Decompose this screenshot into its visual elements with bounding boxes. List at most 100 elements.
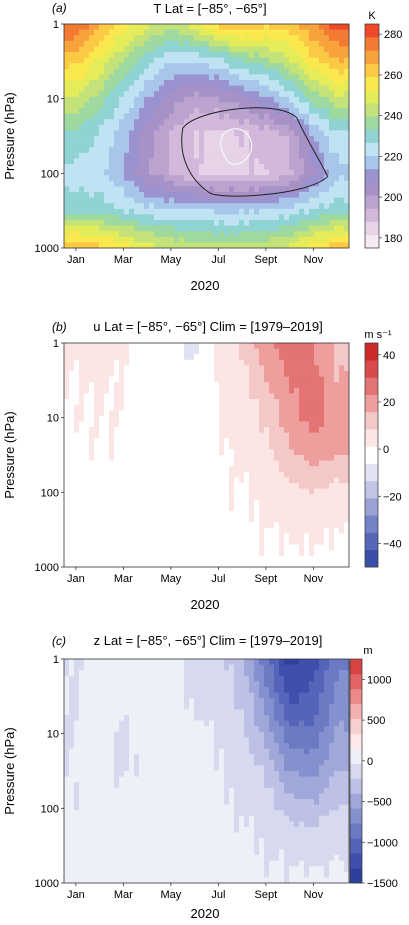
heatmap-cell — [84, 488, 90, 495]
heatmap-cell — [69, 46, 75, 53]
heatmap-cell — [189, 242, 195, 249]
heatmap-cell — [144, 186, 150, 193]
heatmap-cell — [314, 119, 320, 126]
heatmap-cell — [104, 483, 110, 489]
heatmap-cell — [319, 359, 325, 366]
heatmap-cell — [69, 561, 75, 568]
heatmap-cell — [139, 544, 145, 551]
heatmap-cell — [89, 477, 95, 484]
heatmap-cell — [319, 483, 325, 489]
heatmap-cell — [344, 141, 350, 148]
heatmap-cell — [74, 387, 80, 394]
heatmap-cell — [174, 203, 180, 210]
heatmap-cell — [269, 119, 275, 126]
heatmap-cell — [339, 455, 345, 461]
heatmap-cell — [104, 555, 110, 562]
heatmap-cell — [194, 169, 200, 176]
heatmap-cell — [269, 539, 275, 545]
heatmap-cell — [259, 180, 265, 187]
heatmap-cell — [134, 203, 140, 210]
heatmap-cell — [89, 186, 95, 193]
heatmap-cell — [234, 438, 240, 445]
heatmap-cell — [194, 74, 200, 81]
heatmap-cell — [119, 550, 125, 557]
heatmap-cell — [144, 561, 150, 568]
heatmap-cell — [144, 348, 150, 355]
heatmap-cell — [299, 522, 305, 529]
heatmap-cell — [254, 214, 260, 221]
heatmap-cell — [199, 365, 205, 372]
heatmap-cell — [144, 438, 150, 445]
heatmap-cell — [134, 348, 140, 355]
heatmap-cell — [294, 387, 300, 394]
heatmap-cell — [149, 40, 155, 47]
heatmap-cell — [334, 544, 340, 551]
heatmap-cell — [164, 220, 170, 226]
heatmap-cell — [144, 68, 150, 75]
heatmap-cell — [129, 57, 135, 64]
heatmap-cell — [239, 220, 245, 226]
heatmap-cell — [279, 471, 285, 478]
heatmap-cell — [184, 108, 190, 114]
heatmap-cell — [199, 52, 205, 58]
heatmap-cell — [74, 236, 80, 243]
heatmap-cell — [139, 158, 145, 165]
heatmap-cell — [144, 387, 150, 394]
heatmap-cell — [74, 449, 80, 456]
heatmap-cell — [89, 147, 95, 154]
heatmap-cell — [309, 85, 315, 92]
heatmap-cell — [64, 220, 70, 226]
heatmap-cell — [199, 91, 205, 98]
heatmap-cell — [144, 659, 150, 665]
heatmap-cell — [169, 376, 175, 383]
heatmap-cell — [279, 242, 285, 249]
heatmap-cell — [134, 63, 140, 70]
heatmap-cell — [79, 432, 85, 439]
heatmap-cell — [309, 415, 315, 422]
heatmap-cell — [254, 494, 260, 501]
heatmap-cell — [194, 180, 200, 187]
heatmap-cell — [194, 141, 200, 148]
heatmap-cell — [124, 343, 130, 349]
colorbar-swatch — [365, 89, 379, 104]
heatmap-cell — [284, 404, 290, 411]
heatmap-cell — [204, 354, 210, 361]
heatmap-cell — [239, 550, 245, 557]
heatmap-cell — [329, 102, 335, 109]
heatmap-cell — [344, 343, 350, 349]
heatmap-cell — [304, 63, 310, 70]
heatmap-cell — [279, 52, 285, 58]
heatmap-cell — [159, 40, 165, 47]
heatmap-cell — [304, 130, 310, 137]
heatmap-cell — [94, 432, 100, 439]
heatmap-cell — [109, 455, 115, 461]
heatmap-cell — [194, 511, 200, 517]
heatmap-cell — [239, 670, 245, 677]
heatmap-cell — [159, 382, 165, 389]
heatmap-cell — [259, 410, 265, 417]
heatmap-cell — [244, 432, 250, 439]
heatmap-cell — [269, 561, 275, 568]
heatmap-cell — [199, 108, 205, 114]
heatmap-cell — [274, 659, 280, 665]
heatmap-cell — [169, 449, 175, 456]
heatmap-cell — [114, 35, 120, 42]
heatmap-cell — [174, 220, 180, 226]
heatmap-cell — [84, 687, 90, 693]
heatmap-cell — [284, 214, 290, 221]
heatmap-cell — [219, 180, 225, 187]
heatmap-cell — [314, 427, 320, 433]
heatmap-cell — [249, 505, 255, 512]
heatmap-cell — [214, 359, 220, 366]
heatmap-cell — [284, 85, 290, 92]
heatmap-cell — [334, 404, 340, 411]
heatmap-cell — [69, 192, 75, 198]
heatmap-cell — [254, 35, 260, 42]
heatmap-cell — [189, 516, 195, 523]
heatmap-cell — [279, 192, 285, 198]
heatmap-cell — [289, 483, 295, 489]
heatmap-cell — [99, 365, 105, 372]
heatmap-cell — [329, 494, 335, 501]
heatmap-cell — [179, 511, 185, 517]
heatmap-cell — [184, 505, 190, 512]
